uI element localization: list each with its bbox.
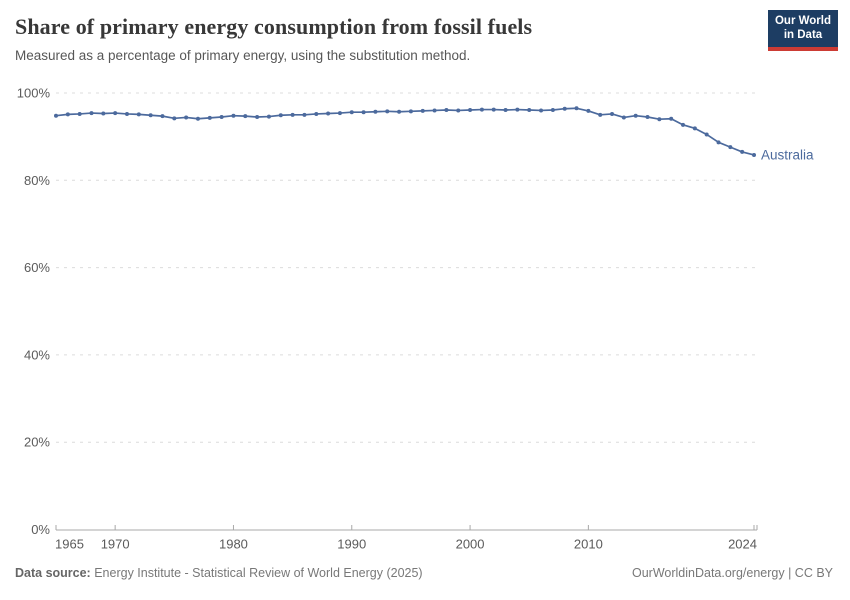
series-point <box>278 113 283 118</box>
series-point <box>740 149 745 154</box>
series-point <box>681 122 686 127</box>
series-point <box>160 114 165 119</box>
series-point <box>326 111 331 116</box>
series-point <box>657 117 662 122</box>
series-point <box>207 115 212 120</box>
series-point <box>385 109 390 114</box>
series-point <box>621 115 626 120</box>
chart-subtitle: Measured as a percentage of primary ener… <box>15 48 471 63</box>
data-source-label: Data source: <box>15 566 91 580</box>
series-point <box>148 113 153 118</box>
series-point <box>479 107 484 112</box>
series-point <box>373 109 378 114</box>
series-point <box>397 109 402 114</box>
series-point <box>420 108 425 113</box>
chart-footer: Data source: Energy Institute - Statisti… <box>15 566 833 580</box>
x-tick-label: 1980 <box>219 537 248 552</box>
series-point <box>255 115 260 120</box>
y-tick-label: 0% <box>31 522 50 537</box>
series-point <box>503 108 508 113</box>
owid-logo-line2: in Data <box>783 28 823 41</box>
series-point <box>172 116 177 121</box>
series-point <box>408 109 413 114</box>
y-tick-label: 80% <box>24 173 50 188</box>
series-point <box>527 108 532 113</box>
series-point <box>219 115 224 120</box>
series-point <box>113 111 118 116</box>
owid-logo: Our World in Data <box>768 10 838 51</box>
owid-logo-line1: Our World <box>774 15 831 27</box>
y-tick-label: 40% <box>24 347 50 362</box>
series-point <box>361 110 366 115</box>
series-point <box>752 152 756 157</box>
series-point <box>669 116 674 121</box>
series-point <box>598 112 603 117</box>
x-tick-label: 1990 <box>337 537 366 552</box>
x-tick-label: 2010 <box>574 537 603 552</box>
x-tick-label: 2000 <box>456 537 485 552</box>
series-point <box>728 145 733 150</box>
series-point <box>574 106 579 111</box>
series-point <box>266 114 271 119</box>
y-tick-label: 20% <box>24 435 50 450</box>
series-point <box>243 114 248 119</box>
series-point <box>515 107 520 112</box>
series-label: Australia <box>761 147 814 162</box>
series-point <box>231 113 236 118</box>
series-point <box>54 113 58 118</box>
y-tick-label: 60% <box>24 260 50 275</box>
series-point <box>586 108 591 113</box>
series-point <box>195 116 200 121</box>
series-point <box>337 111 342 116</box>
series-point <box>314 111 319 116</box>
series-point <box>101 111 106 116</box>
series-point <box>290 112 295 117</box>
series-point <box>468 108 473 113</box>
series-point <box>610 111 615 116</box>
series-point <box>692 126 697 131</box>
series-point <box>716 140 721 145</box>
series-point <box>432 108 437 113</box>
x-tick-label: 2024 <box>728 537 757 552</box>
series-point <box>136 112 141 117</box>
series-point <box>645 115 650 120</box>
series-point <box>65 112 70 117</box>
series-point <box>704 132 709 137</box>
data-source-text: Energy Institute - Statistical Review of… <box>90 566 423 580</box>
series-point <box>491 107 496 112</box>
series-point <box>562 106 567 111</box>
series-point <box>633 113 638 118</box>
x-tick-label: 1965 <box>55 537 84 552</box>
series-point <box>302 112 307 117</box>
series-point <box>77 111 82 116</box>
data-source-note: Data source: Energy Institute - Statisti… <box>15 566 423 580</box>
series-point <box>456 108 461 113</box>
series-point <box>539 108 544 113</box>
rights-note: OurWorldinData.org/energy | CC BY <box>631 566 833 580</box>
series-point <box>184 115 189 120</box>
series-point <box>124 111 129 116</box>
page-title: Share of primary energy consumption from… <box>15 14 533 39</box>
series-point <box>444 108 449 113</box>
series-point <box>89 111 94 116</box>
series-point <box>550 108 555 113</box>
y-tick-label: 100% <box>17 86 51 101</box>
x-tick-label: 1970 <box>101 537 130 552</box>
series-point <box>349 110 354 115</box>
